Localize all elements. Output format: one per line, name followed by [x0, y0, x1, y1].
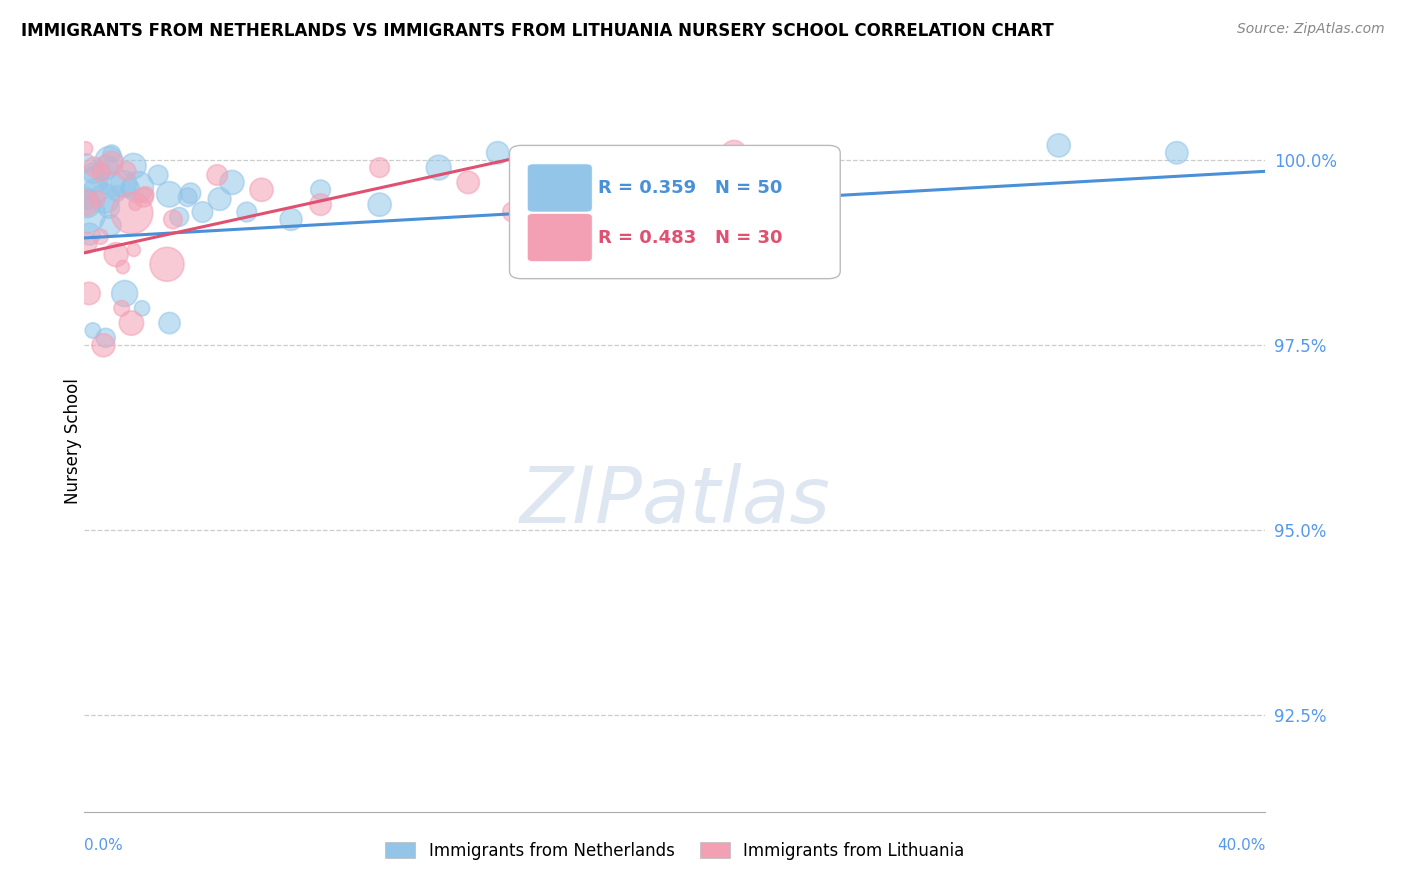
- Point: [122, 243, 145, 257]
- Point: [811, 168, 834, 182]
- Text: 40.0%: 40.0%: [1218, 838, 1265, 853]
- Point: [177, 190, 200, 204]
- Point: [368, 197, 391, 211]
- Y-axis label: Nursery School: Nursery School: [65, 378, 82, 505]
- Legend: Immigrants from Netherlands, Immigrants from Lithuania: Immigrants from Netherlands, Immigrants …: [378, 835, 972, 866]
- Point: [546, 153, 568, 168]
- Point: [122, 159, 145, 173]
- Point: [167, 210, 190, 224]
- Point: [118, 181, 141, 195]
- Point: [309, 183, 332, 197]
- Point: [76, 197, 98, 211]
- Point: [76, 235, 98, 250]
- FancyBboxPatch shape: [509, 145, 841, 278]
- Text: IMMIGRANTS FROM NETHERLANDS VS IMMIGRANTS FROM LITHUANIA NURSERY SCHOOL CORRELAT: IMMIGRANTS FROM NETHERLANDS VS IMMIGRANT…: [21, 22, 1054, 40]
- Point: [93, 338, 115, 352]
- Point: [132, 190, 155, 204]
- Point: [121, 206, 143, 220]
- Point: [75, 142, 97, 156]
- Point: [89, 229, 111, 244]
- Text: R = 0.359   N = 50: R = 0.359 N = 50: [598, 178, 783, 196]
- Point: [97, 201, 120, 215]
- Point: [664, 190, 686, 204]
- Point: [76, 207, 98, 221]
- Point: [83, 160, 105, 174]
- Point: [159, 316, 181, 330]
- Point: [207, 168, 229, 182]
- Text: ZIPatlas: ZIPatlas: [519, 463, 831, 539]
- Point: [180, 186, 202, 201]
- Point: [82, 324, 104, 338]
- Point: [723, 145, 745, 160]
- Point: [309, 197, 332, 211]
- Point: [162, 212, 184, 227]
- Point: [135, 187, 157, 202]
- Point: [76, 192, 98, 206]
- Point: [1047, 138, 1070, 153]
- Text: 0.0%: 0.0%: [84, 838, 124, 853]
- Point: [105, 247, 128, 261]
- Point: [208, 192, 231, 206]
- Point: [191, 205, 214, 219]
- Point: [86, 192, 108, 206]
- Point: [575, 153, 598, 168]
- Point: [112, 177, 135, 191]
- Point: [236, 205, 259, 219]
- Point: [1166, 145, 1188, 160]
- Point: [75, 156, 97, 170]
- Point: [486, 145, 509, 160]
- Text: Source: ZipAtlas.com: Source: ZipAtlas.com: [1237, 22, 1385, 37]
- Point: [90, 164, 112, 178]
- Point: [148, 168, 170, 182]
- Point: [115, 164, 138, 178]
- Point: [101, 177, 124, 191]
- FancyBboxPatch shape: [527, 213, 592, 261]
- Point: [86, 183, 108, 197]
- Point: [100, 219, 122, 233]
- Point: [156, 257, 179, 271]
- Point: [96, 160, 118, 174]
- Point: [79, 227, 101, 241]
- Text: R = 0.483   N = 30: R = 0.483 N = 30: [598, 229, 783, 247]
- Point: [427, 161, 450, 175]
- Point: [105, 186, 128, 201]
- Point: [221, 176, 243, 190]
- Point: [90, 166, 112, 180]
- Point: [100, 146, 122, 161]
- Point: [368, 161, 391, 175]
- Point: [457, 176, 479, 190]
- Point: [157, 187, 180, 202]
- Point: [83, 166, 105, 180]
- Point: [111, 260, 134, 274]
- Point: [250, 183, 273, 197]
- Point: [502, 205, 524, 219]
- FancyBboxPatch shape: [527, 164, 592, 212]
- Point: [94, 331, 117, 345]
- Point: [124, 197, 146, 211]
- Point: [98, 153, 121, 168]
- Point: [280, 212, 302, 227]
- Point: [75, 196, 97, 211]
- Point: [94, 191, 117, 205]
- Point: [114, 286, 136, 301]
- Point: [84, 172, 107, 186]
- Point: [127, 180, 149, 194]
- Point: [131, 301, 153, 316]
- Point: [77, 286, 100, 301]
- Point: [100, 156, 122, 170]
- Point: [111, 301, 134, 316]
- Point: [120, 316, 142, 330]
